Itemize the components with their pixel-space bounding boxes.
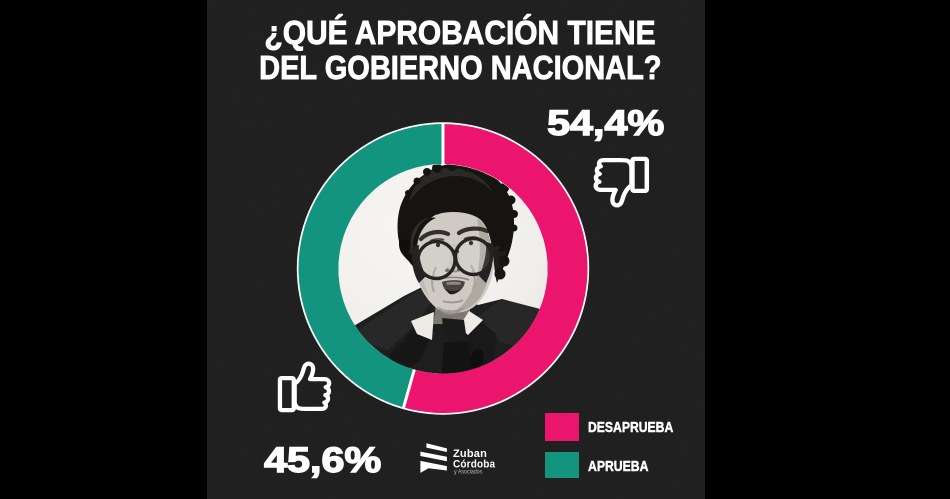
svg-text:Córdoba: Córdoba — [453, 458, 495, 471]
svg-text:y Asociados: y Asociados — [454, 469, 482, 476]
svg-text:Zuban: Zuban — [453, 448, 487, 460]
